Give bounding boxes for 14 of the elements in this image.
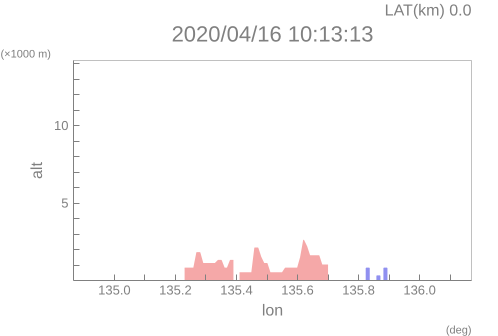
x-tick-label: 135.8 <box>342 282 375 298</box>
y-tick-label: 5 <box>61 196 69 211</box>
x-tick-label: 135.2 <box>159 282 192 298</box>
y-tick-label: 10 <box>54 118 69 134</box>
x-tick-label: 135.4 <box>220 282 253 298</box>
x-tick-label: 136.0 <box>403 282 436 298</box>
y-axis-title: alt <box>29 161 46 179</box>
x-tick-label: 135.0 <box>98 282 131 298</box>
text: LAT(km) 0.0 <box>384 2 472 20</box>
text: (deg) <box>446 324 472 336</box>
text: (×1000 m) <box>0 48 51 60</box>
x-tick-label: 135.6 <box>281 282 314 298</box>
chart-title: 2020/04/16 10:13:13 <box>172 22 374 46</box>
x-axis-title: lon <box>262 302 284 320</box>
